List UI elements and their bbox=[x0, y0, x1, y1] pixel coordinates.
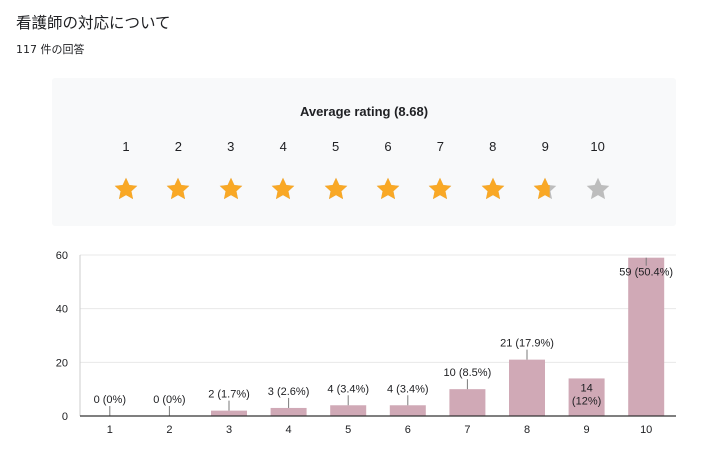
x-tick-label: 5 bbox=[345, 424, 351, 436]
x-tick-label: 4 bbox=[286, 424, 292, 436]
data-label: 21 (17.9%) bbox=[500, 338, 554, 350]
bar bbox=[509, 359, 545, 416]
star-number-7: 7 bbox=[436, 139, 444, 154]
star-number-2: 2 bbox=[174, 139, 182, 154]
data-label: 2 (1.7%) bbox=[208, 389, 250, 401]
data-label: 10 (8.5%) bbox=[444, 367, 492, 379]
data-label: 0 (0%) bbox=[153, 394, 185, 406]
star-icon bbox=[324, 177, 347, 200]
star-icon bbox=[219, 177, 243, 200]
x-tick-label: 7 bbox=[464, 424, 470, 436]
y-tick-label: 0 bbox=[62, 411, 68, 423]
x-tick-label: 6 bbox=[405, 424, 411, 436]
data-label: 4 (3.4%) bbox=[387, 383, 429, 395]
bar bbox=[211, 410, 247, 416]
bar bbox=[628, 257, 665, 416]
star-icon bbox=[376, 177, 400, 200]
star-icon bbox=[481, 177, 505, 200]
star-icon bbox=[533, 177, 557, 200]
rating-panel: Average rating (8.68) 1 2 3 4 5 6 7 8 9 10 bbox=[52, 78, 676, 226]
star-icon bbox=[114, 177, 138, 200]
x-tick-label: 9 bbox=[584, 424, 590, 436]
x-tick-label: 2 bbox=[166, 424, 172, 436]
bar bbox=[389, 405, 426, 416]
star-number-3: 3 bbox=[227, 139, 235, 154]
bar bbox=[568, 378, 605, 416]
data-label: 14 (12%) bbox=[572, 382, 601, 407]
bar-chart: 0 20 40 60 1 0 (0%) 2 0 (0%) 3 2 (1.7%) 4 3 (2.6%) 5… bbox=[56, 250, 676, 436]
data-label: 3 (2.6%) bbox=[268, 386, 310, 398]
star-icon bbox=[429, 177, 452, 200]
y-tick-label: 20 bbox=[56, 357, 68, 369]
data-label: 0 (0%) bbox=[94, 394, 126, 406]
y-tick-label: 60 bbox=[56, 250, 68, 262]
x-tick-label: 3 bbox=[226, 424, 232, 436]
star-icon bbox=[271, 177, 295, 200]
data-label: 59 (50.4%) bbox=[619, 267, 673, 279]
star-number-10: 10 bbox=[590, 139, 605, 154]
star-number-8: 8 bbox=[489, 139, 497, 154]
y-tick-label: 40 bbox=[56, 304, 68, 316]
star-icon bbox=[586, 177, 609, 200]
star-number-9: 9 bbox=[541, 139, 549, 154]
x-tick-label: 1 bbox=[107, 424, 113, 436]
bar bbox=[330, 405, 367, 416]
star-number-5: 5 bbox=[331, 139, 340, 154]
star-number-4: 4 bbox=[279, 139, 287, 154]
x-tick-label: 8 bbox=[524, 424, 530, 436]
bar bbox=[449, 389, 486, 416]
response-count: 117 件の回答 bbox=[16, 43, 85, 56]
star-number-6: 6 bbox=[384, 139, 392, 154]
bar bbox=[270, 407, 307, 416]
page-title: 看護師の対応について bbox=[16, 14, 171, 32]
star-number-1: 1 bbox=[122, 139, 130, 154]
x-tick-label: 10 bbox=[640, 424, 652, 436]
star-icon bbox=[167, 177, 190, 200]
average-rating: Average rating (8.68) bbox=[299, 104, 429, 119]
data-label: 4 (3.4%) bbox=[327, 383, 369, 395]
